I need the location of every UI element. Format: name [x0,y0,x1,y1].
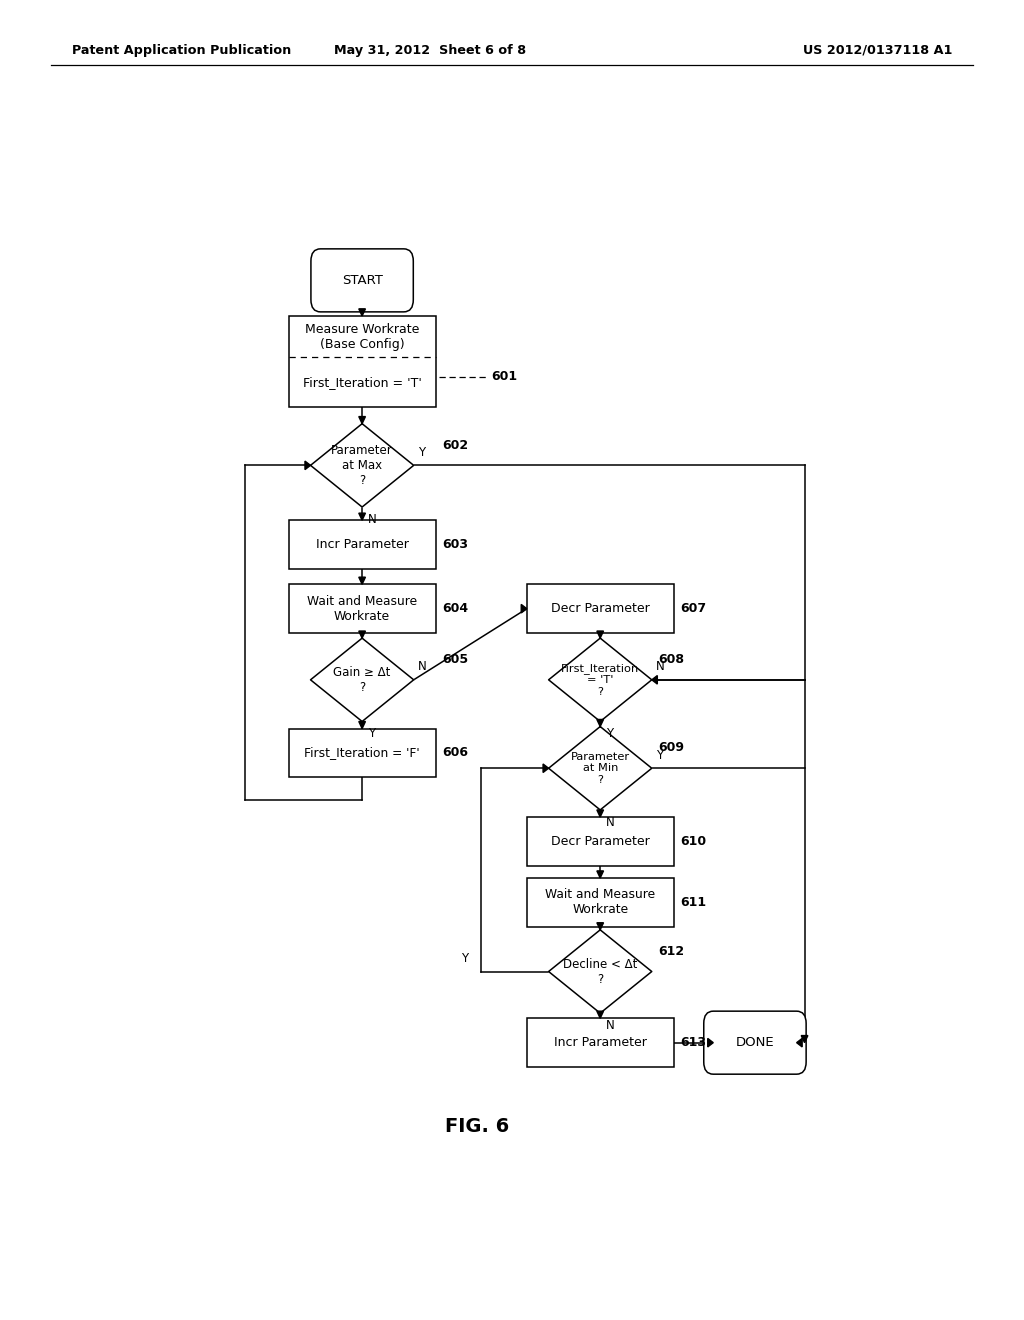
Text: 610: 610 [680,836,707,847]
Text: 612: 612 [658,945,684,958]
Text: Measure Workrate
(Base Config): Measure Workrate (Base Config) [305,322,419,351]
Text: N: N [418,660,426,673]
Text: Wait and Measure
Workrate: Wait and Measure Workrate [307,595,417,623]
Bar [289,729,435,777]
Polygon shape [801,1036,808,1043]
Polygon shape [358,513,366,520]
Text: 603: 603 [442,539,468,552]
Text: Parameter
at Max
?: Parameter at Max ? [331,444,393,487]
Polygon shape [797,1039,802,1047]
Polygon shape [549,726,651,810]
Polygon shape [358,577,366,585]
Polygon shape [358,722,366,729]
Polygon shape [549,638,651,722]
Text: First_Iteration = 'F': First_Iteration = 'F' [304,747,420,759]
Text: 604: 604 [442,602,468,615]
Text: 602: 602 [442,438,468,451]
Bar [289,520,435,569]
Polygon shape [597,631,603,638]
Text: N: N [606,816,614,829]
Polygon shape [543,764,549,772]
Text: FIG. 6: FIG. 6 [445,1117,509,1135]
Polygon shape [358,309,366,315]
Text: First_Iteration = 'T': First_Iteration = 'T' [303,376,422,389]
Polygon shape [549,929,651,1014]
Polygon shape [597,1011,603,1018]
Text: 608: 608 [658,653,684,667]
Text: Decr Parameter: Decr Parameter [551,602,649,615]
Bar [289,585,435,634]
Polygon shape [310,638,414,722]
Text: 601: 601 [492,371,517,383]
Bar [526,817,674,866]
Text: 605: 605 [442,653,468,667]
Text: START: START [342,273,383,286]
Polygon shape [305,461,310,470]
Text: 606: 606 [442,747,468,759]
Polygon shape [358,631,366,638]
Polygon shape [651,676,657,684]
Text: Y: Y [418,446,425,458]
Polygon shape [597,719,603,726]
Text: 607: 607 [680,602,707,615]
FancyBboxPatch shape [311,249,414,312]
Bar [289,315,435,408]
Text: N: N [655,660,665,673]
Text: 613: 613 [680,1036,706,1049]
Text: Gain ≥ Δt
?: Gain ≥ Δt ? [334,665,391,694]
Text: Y: Y [655,748,663,762]
Polygon shape [358,417,366,424]
Text: 609: 609 [658,742,684,755]
Text: Patent Application Publication: Patent Application Publication [72,44,291,57]
Text: Decr Parameter: Decr Parameter [551,836,649,847]
Polygon shape [597,810,603,817]
Text: Incr Parameter: Incr Parameter [554,1036,646,1049]
Polygon shape [310,424,414,507]
Text: May 31, 2012  Sheet 6 of 8: May 31, 2012 Sheet 6 of 8 [334,44,526,57]
Text: Y: Y [606,727,613,741]
Bar [526,878,674,927]
Text: First_Iteration
= 'T'
?: First_Iteration = 'T' ? [561,663,639,697]
Text: Y: Y [368,727,375,741]
Text: N: N [606,1019,614,1032]
FancyBboxPatch shape [703,1011,806,1074]
Bar [526,585,674,634]
Text: Incr Parameter: Incr Parameter [315,539,409,552]
Polygon shape [521,605,526,612]
Text: 611: 611 [680,896,707,909]
Polygon shape [597,923,603,929]
Bar [526,1018,674,1067]
Text: Y: Y [461,952,468,965]
Text: N: N [368,512,377,525]
Polygon shape [597,871,603,878]
Polygon shape [708,1039,714,1047]
Text: DONE: DONE [735,1036,774,1049]
Text: Parameter
at Min
?: Parameter at Min ? [570,751,630,785]
Text: US 2012/0137118 A1: US 2012/0137118 A1 [803,44,952,57]
Text: Decline < Δt
?: Decline < Δt ? [563,957,637,986]
Text: Wait and Measure
Workrate: Wait and Measure Workrate [545,888,655,916]
